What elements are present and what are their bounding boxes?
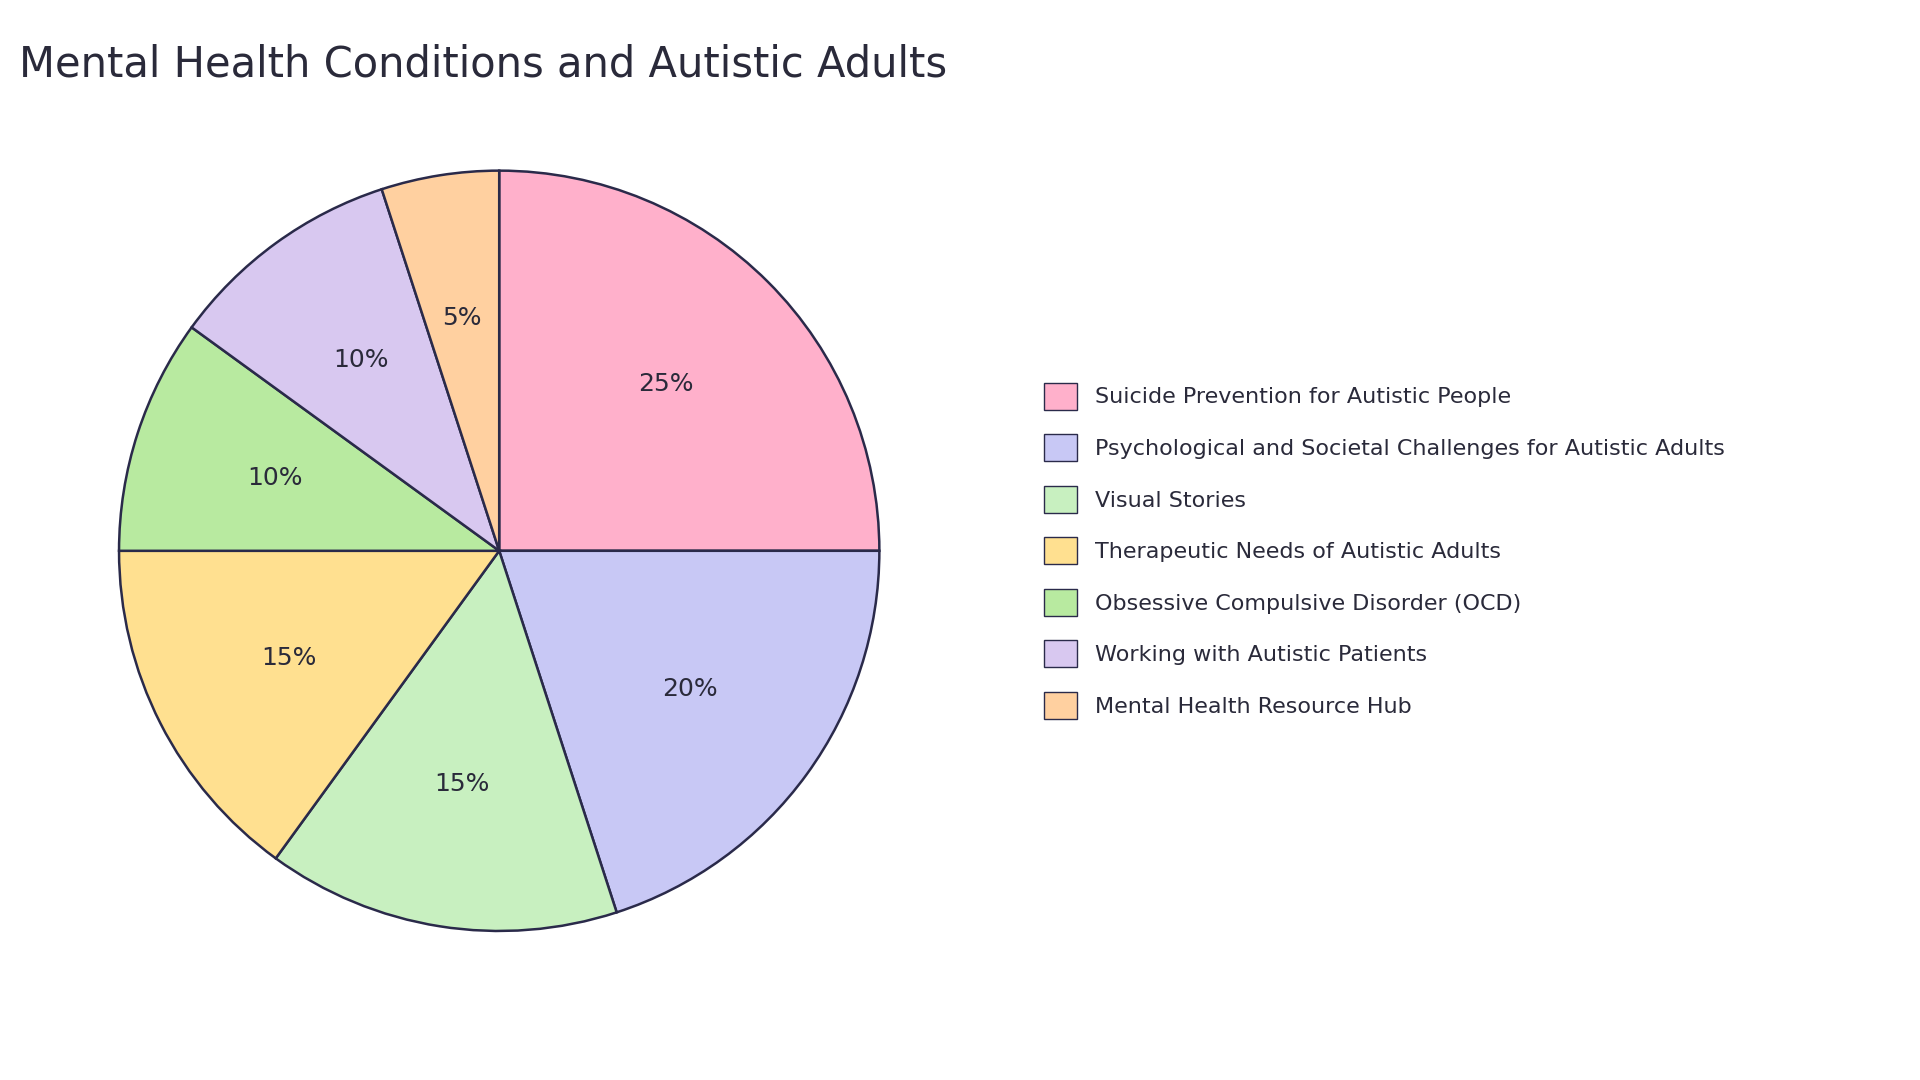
Wedge shape	[382, 171, 499, 551]
Text: 25%: 25%	[637, 373, 693, 396]
Text: 5%: 5%	[444, 306, 482, 330]
Wedge shape	[499, 551, 879, 913]
Wedge shape	[119, 551, 499, 859]
Text: 15%: 15%	[434, 771, 490, 796]
Text: 15%: 15%	[261, 646, 317, 670]
Text: 10%: 10%	[332, 348, 388, 373]
Legend: Suicide Prevention for Autistic People, Psychological and Societal Challenges fo: Suicide Prevention for Autistic People, …	[1033, 372, 1736, 730]
Wedge shape	[192, 189, 499, 551]
Wedge shape	[499, 171, 879, 551]
Wedge shape	[119, 327, 499, 551]
Text: 10%: 10%	[248, 465, 303, 490]
Text: 20%: 20%	[662, 677, 718, 701]
Wedge shape	[276, 551, 616, 931]
Text: Mental Health Conditions and Autistic Adults: Mental Health Conditions and Autistic Ad…	[19, 43, 947, 85]
